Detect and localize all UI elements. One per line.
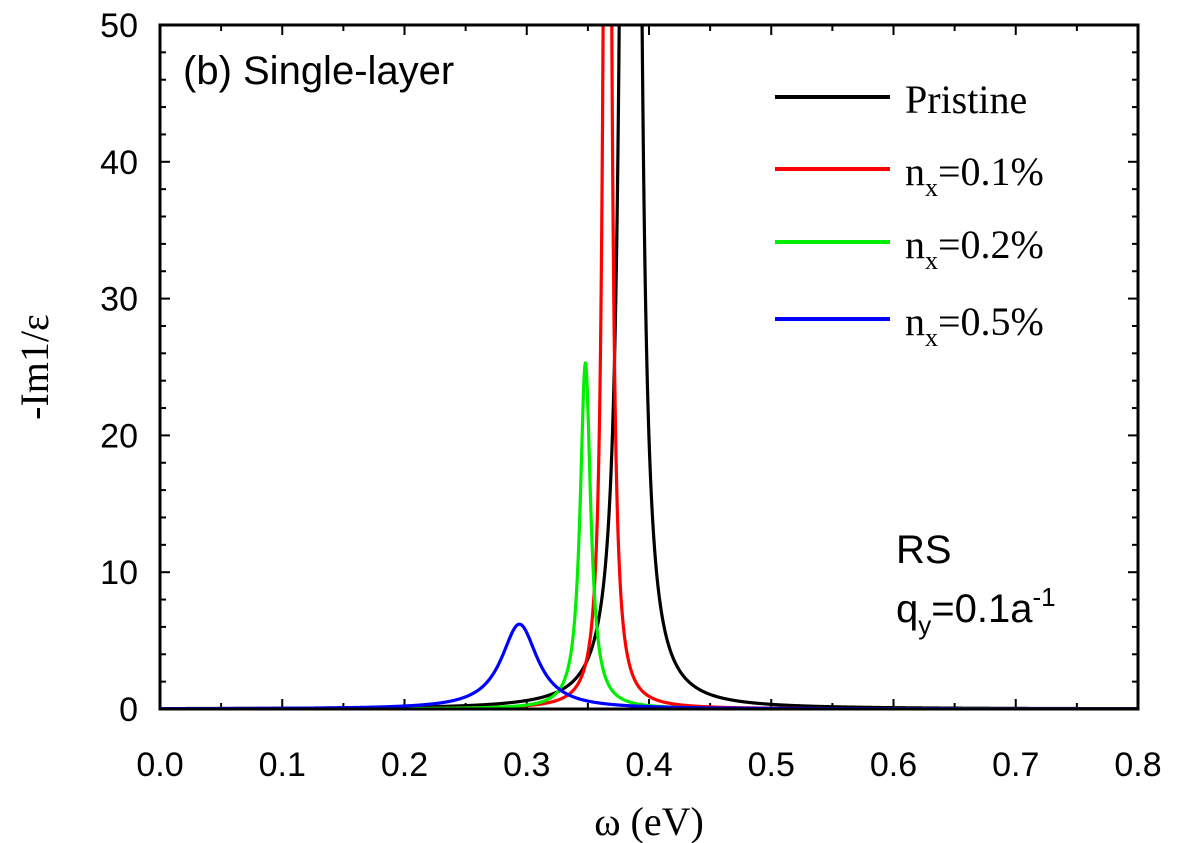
annotation-q: q	[896, 587, 918, 631]
legend-label-2: nx=0.2%	[905, 222, 1044, 275]
x-tick-label: 0.6	[870, 746, 917, 784]
x-tick-label: 0.8	[1114, 746, 1161, 784]
x-tick-label: 0.2	[381, 746, 428, 784]
legend: Pristine nx=0.1% nx=0.2% nx=0.5%	[775, 77, 1044, 352]
y-tick-label: 40	[100, 144, 138, 182]
x-tick-label: 0.4	[625, 746, 672, 784]
annotation-mid: =0.1a	[931, 587, 1033, 631]
annotation: RS qy=0.1a-1	[896, 528, 1056, 640]
legend-label-0: Pristine	[905, 77, 1027, 122]
y-axis-title: -Im1/ε	[12, 314, 57, 420]
y-tick-label: 30	[100, 281, 138, 319]
x-tick-label: 0.3	[503, 746, 550, 784]
annotation-line1: RS	[896, 528, 952, 572]
y-tick-label: 10	[100, 554, 138, 592]
annotation-line2: qy=0.1a-1	[896, 582, 1056, 640]
plot-frame	[158, 23, 1140, 711]
y-tick-label: 50	[100, 7, 138, 45]
x-tick-label: 0.0	[136, 746, 183, 784]
y-tick-label: 0	[119, 691, 138, 729]
x-axis-title: ω (eV)	[594, 799, 704, 843]
y-tick-label: 20	[100, 417, 138, 455]
annotation-sup: -1	[1032, 582, 1055, 612]
chart-title: (b) Single-layer	[183, 49, 454, 93]
x-tick-label: 0.7	[992, 746, 1039, 784]
legend-label-1: nx=0.1%	[905, 149, 1044, 202]
tick-labels-layer: 0.0 0.1 0.2 0.3 0.4 0.5 0.6 0.7 0.8 0 10 20 30 40 50	[100, 7, 1161, 784]
x-tick-label: 0.5	[748, 746, 795, 784]
legend-label-3: nx=0.5%	[905, 299, 1044, 352]
x-tick-label: 0.1	[259, 746, 306, 784]
annotation-sub: y	[918, 610, 931, 640]
